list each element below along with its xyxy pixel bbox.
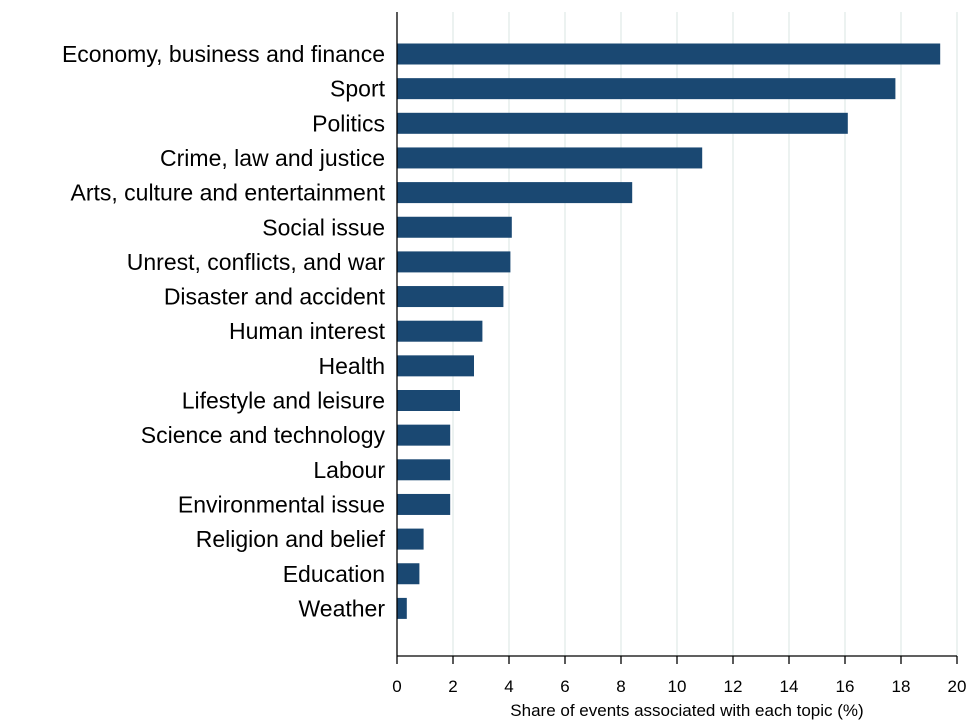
bar	[397, 182, 633, 204]
bar	[397, 78, 896, 100]
bar	[397, 355, 474, 377]
category-label: Arts, culture and entertainment	[71, 180, 386, 206]
bar	[397, 459, 451, 481]
category-label: Education	[283, 561, 385, 587]
bar	[397, 424, 451, 446]
category-label: Crime, law and justice	[160, 145, 385, 171]
category-label: Environmental issue	[178, 491, 385, 517]
category-label: Economy, business and finance	[62, 41, 385, 67]
category-label: Religion and belief	[196, 526, 386, 552]
category-label: Social issue	[262, 214, 385, 240]
bar	[397, 251, 511, 273]
x-tick-label: 18	[892, 677, 911, 696]
bar	[397, 112, 848, 134]
bar	[397, 43, 941, 65]
bar	[397, 147, 703, 169]
x-tick-label: 20	[948, 677, 967, 696]
gridlines	[452, 12, 958, 656]
bar	[397, 563, 420, 585]
category-label: Sport	[330, 76, 386, 102]
bar	[397, 528, 424, 550]
x-tick-label: 10	[668, 677, 687, 696]
category-label: Weather	[298, 595, 385, 621]
bar	[397, 390, 460, 411]
x-tick-label: 2	[448, 677, 457, 696]
x-tick-label: 4	[504, 677, 513, 696]
bar	[397, 216, 512, 238]
category-label: Human interest	[229, 318, 386, 344]
axes: 0 2 4 6 8 10 12 14 16 18 20	[392, 12, 966, 696]
x-tick-label: 16	[836, 677, 855, 696]
category-label: Health	[319, 353, 385, 379]
category-label: Labour	[313, 457, 385, 483]
bar	[397, 286, 504, 308]
bar	[397, 493, 451, 515]
x-tick-label: 6	[560, 677, 569, 696]
category-label: Disaster and accident	[164, 284, 386, 310]
category-label: Science and technology	[141, 422, 386, 448]
x-axis-title: Share of events associated with each top…	[510, 701, 863, 720]
category-label: Politics	[312, 110, 385, 136]
bar	[397, 320, 483, 342]
bar	[397, 597, 407, 619]
x-tick-label: 0	[392, 677, 401, 696]
x-tick-label: 8	[616, 677, 625, 696]
bars	[397, 43, 941, 619]
category-label: Unrest, conflicts, and war	[127, 249, 386, 275]
x-tick-label: 14	[780, 677, 799, 696]
category-labels: Economy, business and finance Sport Politi…	[62, 41, 386, 621]
x-tick-label: 12	[724, 677, 743, 696]
category-label: Lifestyle and leisure	[182, 388, 385, 414]
